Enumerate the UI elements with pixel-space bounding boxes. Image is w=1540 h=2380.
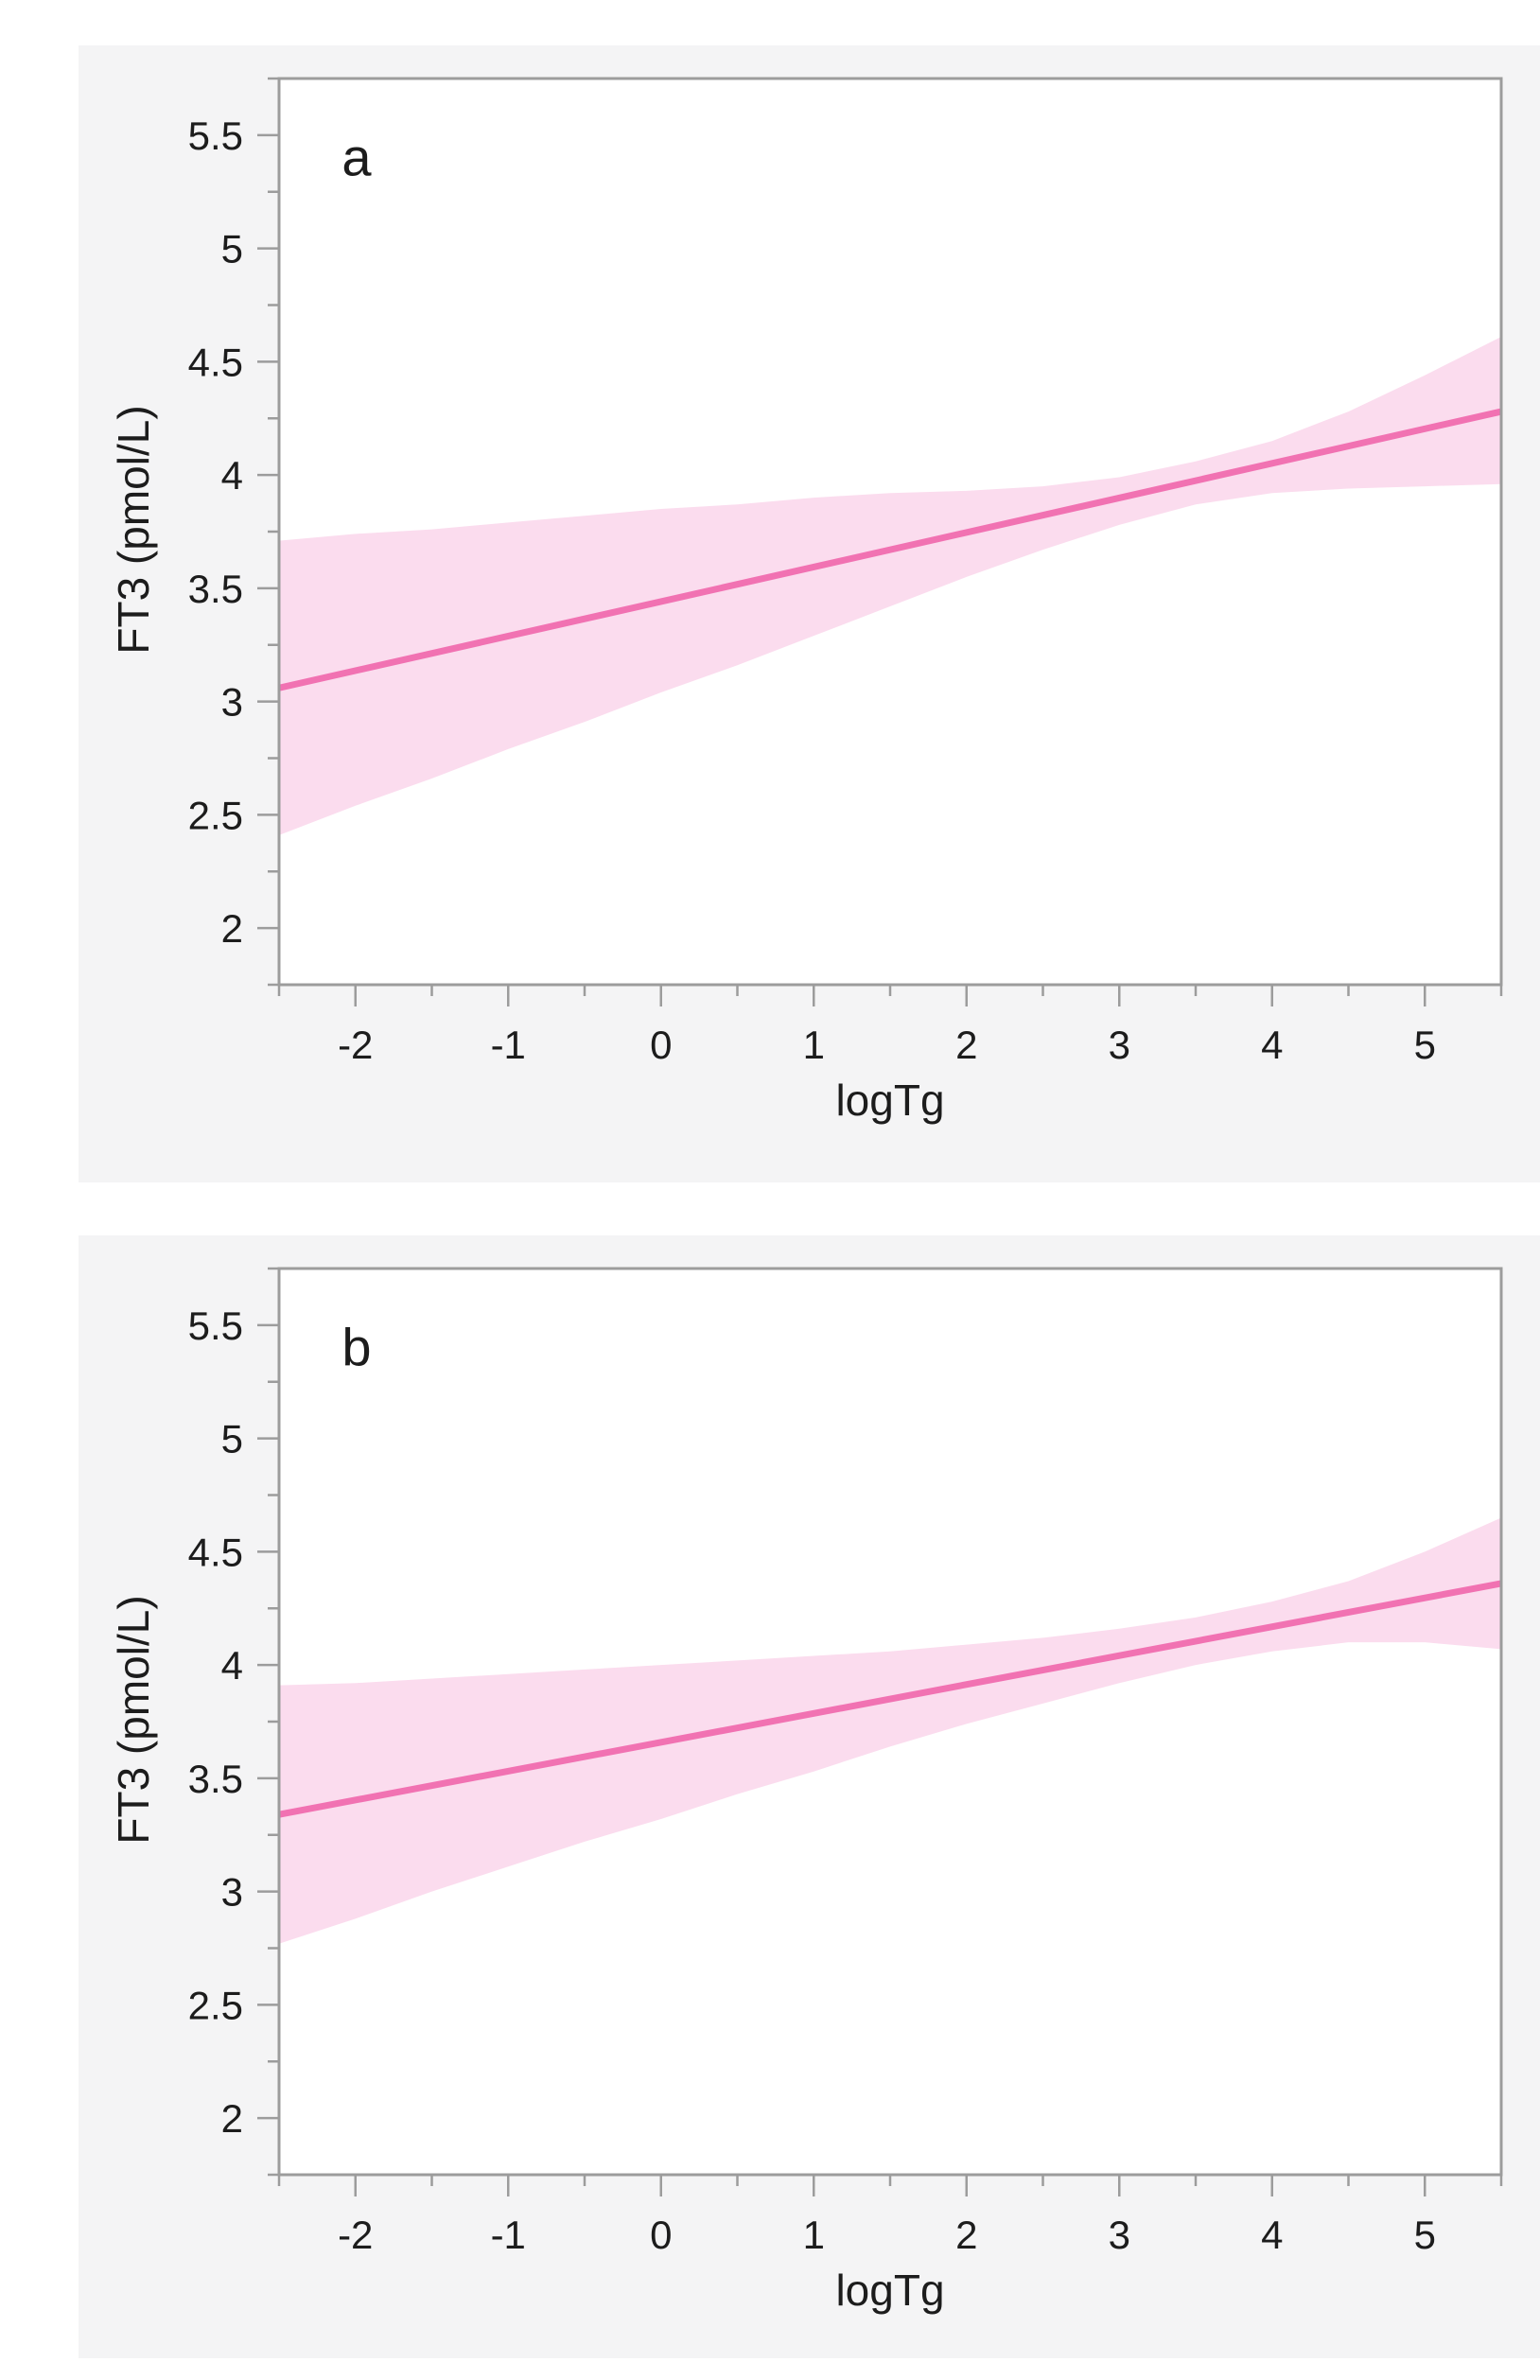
x-tick-label: 3 xyxy=(1109,2213,1130,2257)
y-tick-label: 2.5 xyxy=(188,1983,243,2027)
chart-panel-a: -2 -1 0 1 2 3 4 5 2 2.5 3 3.5 4 4.5 5 5.5 a FT3 (pmol/L… xyxy=(79,45,1540,1182)
x-tick-label: 3 xyxy=(1109,1023,1130,1067)
y-tick-label: 3 xyxy=(221,1870,243,1915)
y-tick-label: 5.5 xyxy=(188,1304,243,1348)
y-tick-label: 4 xyxy=(221,453,243,498)
y-tick-label: 4 xyxy=(221,1643,243,1688)
x-tick-label: 5 xyxy=(1414,2213,1436,2257)
x-tick-label: -1 xyxy=(491,1023,526,1067)
y-tick-label: 2 xyxy=(221,906,243,951)
y-tick-label: 2.5 xyxy=(188,793,243,837)
confidence-band xyxy=(279,1517,1501,1944)
y-tick-label: 5 xyxy=(221,1417,243,1461)
x-tick-label: -2 xyxy=(338,2213,373,2257)
x-tick-label: -1 xyxy=(491,2213,526,2257)
y-tick-label: 4.5 xyxy=(188,1530,243,1574)
fit-line xyxy=(278,408,1502,691)
x-tick-label: 0 xyxy=(650,2213,672,2257)
y-tick-label: 3.5 xyxy=(188,567,243,611)
confidence-band xyxy=(279,337,1501,835)
x-tick-label: 1 xyxy=(803,1023,825,1067)
x-tick-label: 1 xyxy=(803,2213,825,2257)
x-tick-label: 5 xyxy=(1414,1023,1436,1067)
panel-letter-a: a xyxy=(341,127,372,187)
fit-line xyxy=(278,1580,1502,1818)
panel-letter-b: b xyxy=(341,1317,372,1377)
y-tick-label: 2 xyxy=(221,2096,243,2141)
x-axis-label-a: logTg xyxy=(835,1076,945,1125)
y-tick-label: 3 xyxy=(221,680,243,725)
x-tick-label: 4 xyxy=(1261,1023,1283,1067)
x-tick-label: 4 xyxy=(1261,2213,1283,2257)
y-tick-label: 3.5 xyxy=(188,1757,243,1801)
x-tick-label: 2 xyxy=(955,2213,977,2257)
y-axis-label-a: FT3 (pmol/L) xyxy=(109,405,158,655)
y-tick-label: 5.5 xyxy=(188,114,243,158)
y-axis-label-b: FT3 (pmol/L) xyxy=(109,1595,158,1845)
chart-a-svg: -2 -1 0 1 2 3 4 5 2 2.5 3 3.5 4 4.5 5 5.5 xyxy=(188,77,1503,1067)
x-tick-label: 2 xyxy=(955,1023,977,1067)
x-tick-label: -2 xyxy=(338,1023,373,1067)
y-tick-label: 4.5 xyxy=(188,340,243,384)
chart-b-svg: -2 -1 0 1 2 3 4 5 2 2.5 3 3.5 4 4.5 5 5.5 xyxy=(188,1267,1503,2257)
x-tick-label: 0 xyxy=(650,1023,672,1067)
y-tick-label: 5 xyxy=(221,227,243,271)
x-axis-label-b: logTg xyxy=(835,2266,945,2315)
chart-panel-b: -2 -1 0 1 2 3 4 5 2 2.5 3 3.5 4 4.5 5 5.5 b FT3 (pmol/L… xyxy=(79,1235,1540,2358)
